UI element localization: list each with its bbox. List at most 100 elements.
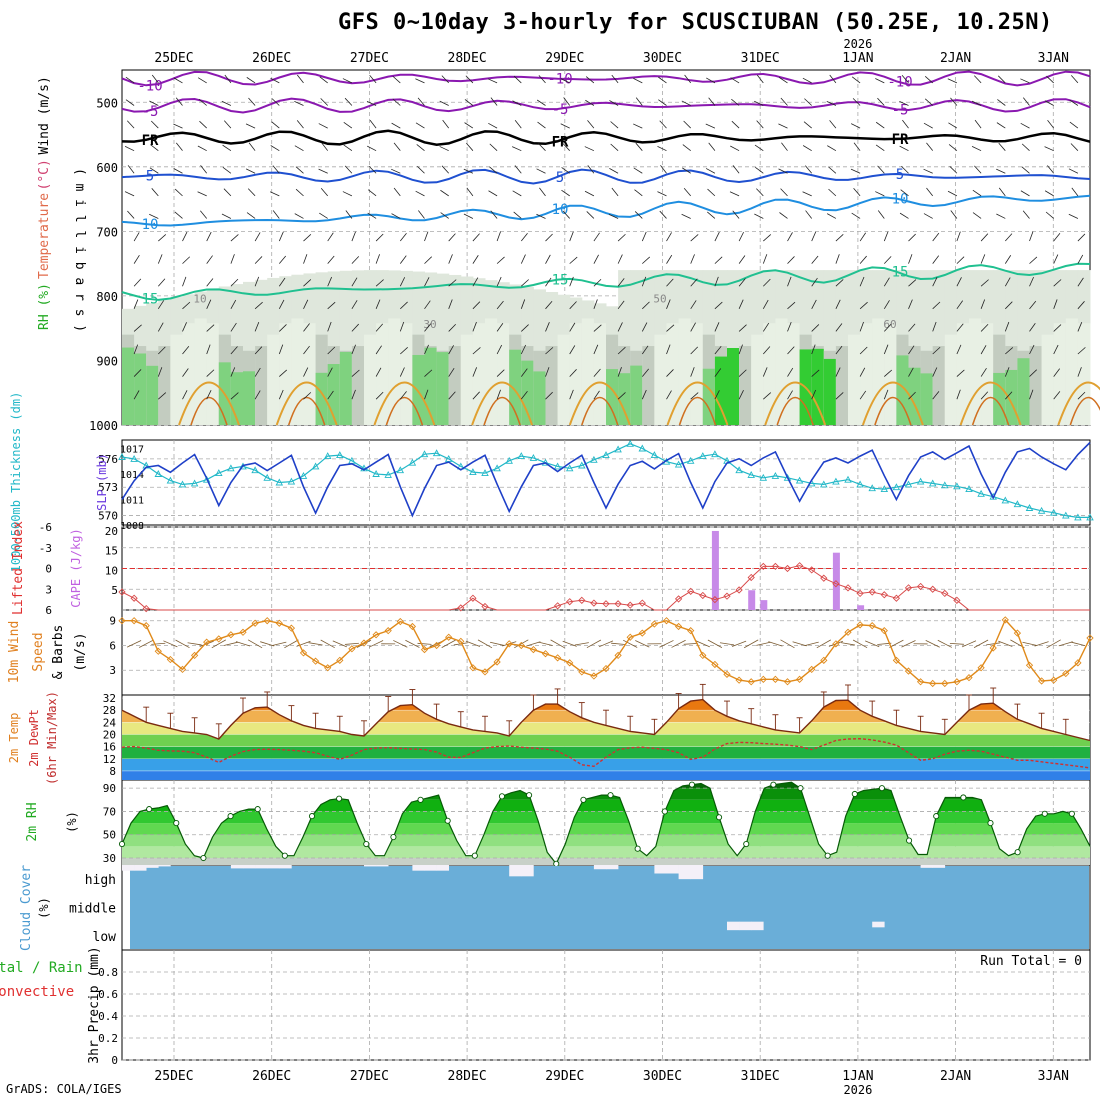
wind-barb [714, 322, 720, 332]
wind-barb [512, 190, 522, 197]
wind-barb [658, 99, 667, 106]
thickness-marker [977, 489, 985, 497]
date-tick-top: 29DEC [545, 51, 584, 66]
wind-barb [684, 74, 692, 84]
isotherm-line [121, 262, 1091, 301]
thickness-marker [795, 476, 804, 484]
wind-barb [1070, 75, 1079, 84]
wind-barb [351, 369, 360, 377]
wind-barb [1053, 254, 1059, 264]
credit-label: GrADS: COLA/IGES [6, 1082, 122, 1096]
thickness-ylabel: 1000-500mb Thickness (dm) [9, 392, 23, 573]
rh-band [122, 834, 1090, 847]
cloud-low-cell [751, 921, 764, 931]
date-tick-bottom: 2JAN [940, 1069, 971, 1084]
wind-ylabel: (m/s) [73, 632, 88, 671]
surface-wind-barb [514, 639, 529, 649]
wind-speed-marker [348, 645, 356, 653]
wind-barb [465, 75, 474, 84]
wind-barb [908, 391, 916, 400]
wind-barb [805, 165, 813, 174]
surface-wind-barb [1046, 639, 1061, 649]
wind-barb [230, 346, 238, 355]
slp-tick-label: 1008 [120, 521, 144, 532]
wind-barb [1046, 75, 1054, 84]
surface-wind-barb [707, 639, 723, 649]
wind-barb [835, 367, 841, 377]
wind-barb [738, 390, 744, 400]
lifted-index-marker [723, 592, 731, 600]
wind-speed-marker [916, 678, 925, 686]
cloud-high-cell [932, 865, 946, 868]
wind-barb [206, 324, 215, 332]
wind-barb [780, 97, 788, 106]
rh-cell-mid [944, 334, 958, 425]
wind-barb [248, 142, 256, 151]
wind-speed-marker [142, 622, 150, 630]
wind-barb [956, 256, 965, 264]
wind-barb [593, 324, 602, 332]
surface-wind-barb [865, 640, 880, 648]
rh-marker [553, 860, 560, 867]
wind-barb [1047, 165, 1055, 174]
surface-wind-barb [611, 642, 626, 645]
cloud-level-label: high [85, 873, 116, 888]
rh-marker [471, 852, 478, 859]
pressure-tick-label: 1000 [89, 419, 118, 433]
wind-barb [1005, 233, 1013, 242]
wind-speed-marker [166, 655, 175, 664]
wind-barb [980, 367, 987, 377]
wind-barb [923, 168, 933, 174]
wind-barb [295, 188, 304, 197]
wind-barb [641, 231, 647, 242]
wind-barb [835, 323, 843, 332]
wind-barb [127, 210, 135, 219]
wind-ylabel: 10m Wind [7, 621, 22, 684]
wind-barb [587, 165, 595, 174]
rh-cell-mid [690, 323, 704, 425]
precip-legend-convective: Convective [0, 984, 74, 1000]
wind-barb [254, 232, 261, 242]
wind-speed-marker [396, 617, 404, 626]
surface-wind-barb [840, 642, 856, 646]
surface-wind-barb [356, 639, 372, 648]
thickness-marker [711, 450, 719, 458]
wind-barb [200, 165, 208, 174]
wind-barb [754, 144, 764, 152]
wind-barb [923, 122, 933, 129]
date-tick-top: 1JAN [842, 51, 873, 66]
thickness-marker [638, 444, 647, 452]
wind-speed-marker [638, 629, 646, 637]
rh-cell-mid [739, 346, 752, 425]
rh-cell-mid [303, 323, 317, 425]
wind-barb [206, 231, 212, 242]
thickness-marker [1074, 513, 1082, 521]
wind-barb [683, 188, 692, 197]
wind-barb [224, 74, 232, 84]
wind-barb [899, 212, 909, 219]
thickness-marker [614, 445, 622, 453]
wind-barb [617, 300, 625, 310]
wind-barb [303, 279, 312, 287]
wind-speed-marker [541, 650, 550, 658]
isotherm-label: 10 [552, 202, 569, 218]
precip-tick-label: 0.4 [98, 1010, 118, 1023]
surface-wind-barb [550, 639, 565, 649]
wind-barb [230, 367, 236, 377]
wind-barb [980, 254, 986, 264]
wind-barb [344, 97, 353, 106]
wind-barb [642, 301, 650, 310]
wind-barb [659, 210, 667, 219]
wind-barb [1077, 347, 1086, 355]
wind-barb [223, 120, 232, 129]
wind-barb [690, 322, 696, 332]
wind-barb [133, 369, 142, 377]
lifted-index-marker [602, 600, 610, 608]
wind-barb [805, 210, 813, 219]
wind-barb [545, 391, 553, 400]
li-tick-label: -6 [39, 521, 52, 534]
lifted-index-marker [553, 602, 562, 610]
wind-barb [327, 232, 334, 242]
isotherm-label: -5 [892, 102, 909, 118]
wind-barb [731, 98, 740, 106]
